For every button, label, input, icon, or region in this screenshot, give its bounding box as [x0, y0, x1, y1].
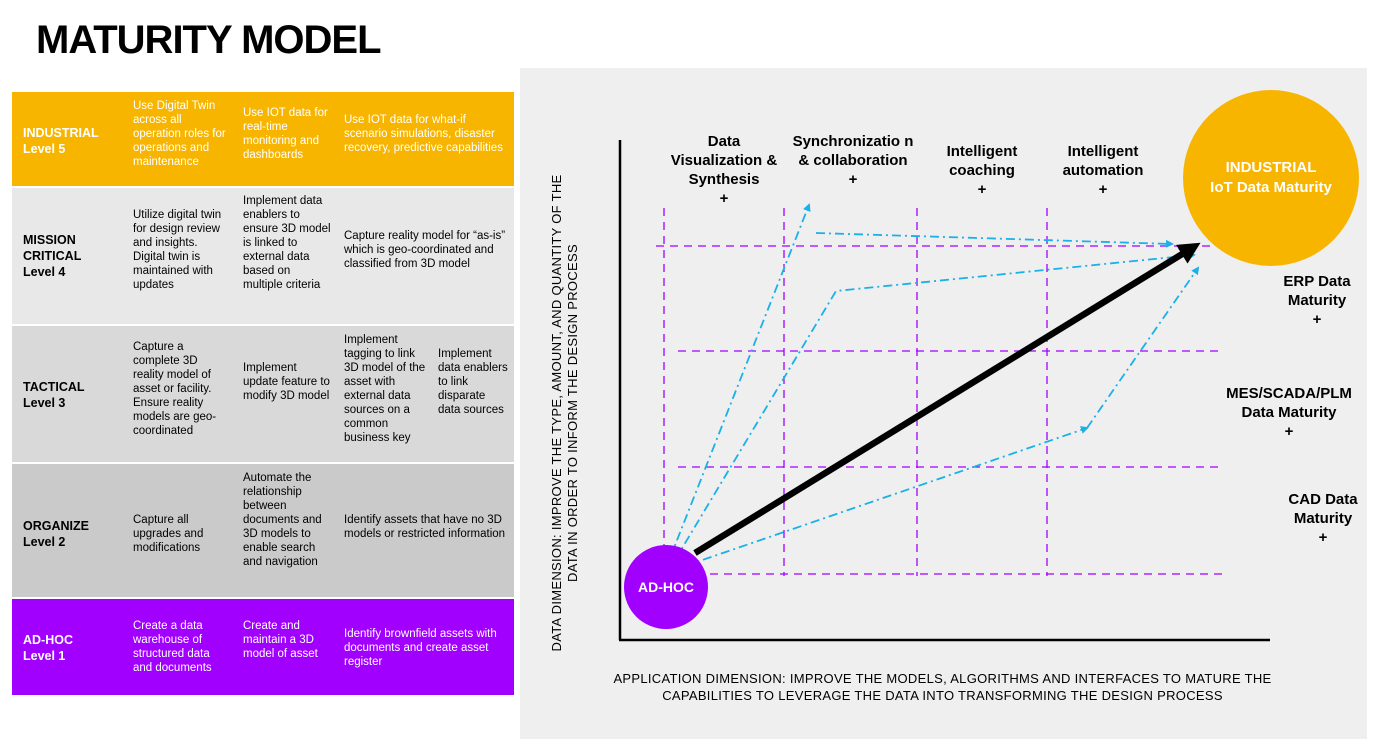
arrow-mes-to-industrial [1086, 266, 1200, 429]
level-number: Level 5 [23, 142, 66, 156]
arrow-to-sync [669, 203, 811, 559]
level-title: INDUSTRIAL [23, 126, 99, 140]
level-title: ORGANIZE [23, 519, 89, 533]
level-cell-3b: Implement data enablers to link disparat… [438, 348, 508, 416]
level-cell-1: Create a data warehouse of structured da… [133, 620, 212, 674]
level-cell-2: Automate the relationship between docume… [243, 472, 322, 568]
arrow-to-mes [684, 426, 1089, 567]
level-cell-3: Use IOT data for what-if scenario simula… [344, 114, 503, 154]
y-axis-label: DATA DIMENSION: IMPROVE THE TYPE, AMOUNT… [549, 174, 580, 652]
diagram-canvas [618, 140, 1270, 642]
table-row-level-1: AD-HOC Level 1 Create a data warehouse o… [12, 599, 514, 695]
industrial-circle-subtitle: IoT Data Maturity [1210, 179, 1332, 196]
level-cell-3: Identify assets that have no 3D models o… [344, 514, 506, 540]
arrow-to-erp [674, 251, 1196, 561]
column-label-intelligent-coaching: Intelligent coaching + [930, 142, 1034, 199]
row-label-mes: MES/SCADA/PLM Data Maturity + [1212, 384, 1366, 441]
row-label-text: CAD Data Maturity [1288, 491, 1358, 527]
maturity-diagram: Data Visualization & Synthesis + Synchro… [520, 68, 1367, 739]
level-title: TACTICAL [23, 380, 85, 394]
main-arrow [693, 242, 1201, 556]
level-name: INDUSTRIAL Level 5 [23, 125, 99, 157]
level-cell-2: Implement update feature to modify 3D mo… [243, 362, 330, 402]
adhoc-circle: AD-HOC [624, 545, 708, 629]
table-row-level-4: MISSION CRITICAL Level 4 Utilize digital… [12, 188, 514, 326]
level-number: Level 1 [23, 649, 66, 663]
plus-icon: + [719, 190, 729, 207]
row-divider [12, 462, 514, 464]
industrial-circle: INDUSTRIAL IoT Data Maturity [1183, 90, 1359, 266]
column-label-text: Intelligent coaching [946, 143, 1018, 179]
level-name: MISSION CRITICAL Level 4 [23, 232, 113, 280]
row-label-erp: ERP Data Maturity + [1272, 272, 1362, 329]
column-label-intelligent-automation: Intelligent automation + [1050, 142, 1156, 199]
level-name: AD-HOC Level 1 [23, 632, 73, 664]
column-label-text: Intelligent automation [1062, 143, 1144, 179]
plus-icon: + [848, 171, 858, 188]
grid-horizontal [656, 245, 1224, 575]
grid-vertical [663, 208, 1048, 576]
level-cell-1: Capture all upgrades and modifications [133, 514, 204, 554]
level-title: AD-HOC [23, 633, 73, 647]
table-row-level-3: TACTICAL Level 3 Capture a complete 3D r… [12, 326, 514, 464]
row-divider [12, 324, 514, 326]
arrow-sync-to-industrial [815, 232, 1174, 248]
plus-icon: + [1284, 423, 1294, 440]
level-name: ORGANIZE Level 2 [23, 518, 89, 550]
industrial-circle-title: INDUSTRIAL [1225, 159, 1317, 176]
table-row-level-2: ORGANIZE Level 2 Capture all upgrades an… [12, 464, 514, 599]
level-name: TACTICAL Level 3 [23, 379, 85, 411]
plus-icon: + [1312, 311, 1322, 328]
level-cell-3: Identify brownfield assets with document… [344, 628, 497, 668]
level-cell-3a: Implement tagging to link 3D model of th… [344, 334, 426, 444]
row-label-text: ERP Data Maturity [1283, 273, 1351, 309]
row-label-text: MES/SCADA/PLM Data Maturity [1226, 385, 1352, 421]
row-label-cad: CAD Data Maturity + [1278, 490, 1368, 547]
plus-icon: + [1318, 529, 1328, 546]
row-divider [12, 597, 514, 599]
level-cell-1: Use Digital Twin across all operation ro… [133, 100, 226, 168]
row-divider [12, 186, 514, 188]
level-cell-1: Capture a complete 3D reality model of a… [133, 341, 217, 437]
column-label-text: Data Visualization & Synthesis [670, 133, 778, 188]
column-label-text: Synchronizatio n & collaboration [792, 133, 914, 169]
maturity-table: INDUSTRIAL Level 5 Use Digital Twin acro… [12, 92, 514, 695]
level-number: Level 3 [23, 396, 66, 410]
level-cell-1: Utilize digital twin for design review a… [133, 209, 222, 291]
column-label-synchronization: Synchronizatio n & collaboration + [788, 132, 918, 189]
level-number: Level 4 [23, 265, 66, 279]
plus-icon: + [1098, 181, 1108, 198]
table-row-level-5: INDUSTRIAL Level 5 Use Digital Twin acro… [12, 92, 514, 188]
x-axis-label: APPLICATION DIMENSION: IMPROVE THE MODEL… [613, 671, 1272, 703]
level-cell-2: Implement data enablers to ensure 3D mod… [243, 195, 331, 291]
level-cell-3: Capture reality model for “as-is” which … [344, 230, 506, 270]
column-label-data-visualization: Data Visualization & Synthesis + [670, 132, 778, 208]
page-title: MATURITY MODEL [36, 18, 381, 62]
level-cell-2: Create and maintain a 3D model of asset [243, 620, 318, 660]
progression-arrows [669, 203, 1200, 567]
level-cell-2: Use IOT data for real-time monitoring an… [243, 107, 328, 161]
level-number: Level 2 [23, 535, 66, 549]
plus-icon: + [977, 181, 987, 198]
level-title: MISSION CRITICAL [23, 233, 82, 263]
